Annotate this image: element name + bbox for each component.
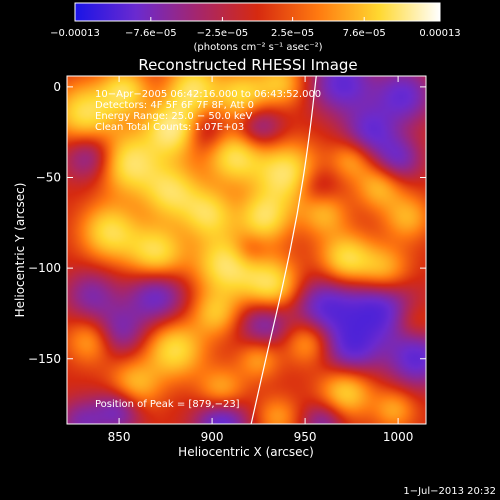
footer-date: 1−Jul−2013 20:32 — [403, 486, 496, 497]
x-tick-label: 950 — [294, 430, 317, 444]
x-tick-label: 850 — [108, 430, 131, 444]
y-tick-label: 0 — [53, 80, 61, 94]
x-axis-label: Heliocentric X (arcsec) — [178, 445, 314, 459]
peak-position-label: Position of Peak = [879,−23] — [95, 399, 240, 410]
annotation-energy-range: Energy Range: 25.0 − 50.0 keV — [95, 111, 252, 122]
y-axis-label: Heliocentric Y (arcsec) — [13, 183, 27, 318]
plot-area: 10−Apr−2005 06:42:16.000 to 06:43:52.000… — [28, 75, 427, 444]
annotation-time-range: 10−Apr−2005 06:42:16.000 to 06:43:52.000 — [95, 89, 321, 100]
colorbar-ticks: −0.00013 −7.6e−05 −2.5e−05 2.5e−05 7.6e−05 0.… — [50, 17, 461, 39]
heatmap-image — [67, 76, 426, 424]
solar-limb-curve — [250, 76, 317, 424]
colorbar-gradient — [74, 2, 441, 22]
colorbar-tick-label: −0.00013 — [50, 28, 100, 39]
colorbar: −0.00013 −7.6e−05 −2.5e−05 2.5e−05 7.6e−05 0.… — [50, 2, 461, 53]
colorbar-tick-label: −7.6e−05 — [125, 28, 177, 39]
colorbar-tick-label: 0.00013 — [419, 28, 460, 39]
x-tick-label: 900 — [201, 430, 224, 444]
colorbar-unit-label: (photons cm⁻² s⁻¹ asec⁻²) — [193, 42, 322, 53]
chart-title: Reconstructed RHESSI Image — [138, 56, 357, 74]
x-tick-label: 1000 — [383, 430, 414, 444]
axis-ticks: 850 900 950 1000 0 −50 −100 −150 — [28, 76, 426, 444]
colorbar-tick-label: 2.5e−05 — [271, 28, 314, 39]
plot-frame — [66, 75, 427, 425]
annotation-block: 10−Apr−2005 06:42:16.000 to 06:43:52.000… — [95, 89, 321, 133]
y-tick-label: −150 — [28, 352, 61, 366]
colorbar-tick-label: 7.6e−05 — [343, 28, 386, 39]
y-tick-label: −50 — [36, 171, 61, 185]
colorbar-tick-label: −2.5e−05 — [197, 28, 249, 39]
annotation-clean-counts: Clean Total Counts: 1.07E+03 — [95, 122, 244, 133]
annotation-detectors: Detectors: 4F 5F 6F 7F 8F, Att 0 — [95, 100, 254, 111]
y-tick-label: −100 — [28, 261, 61, 275]
